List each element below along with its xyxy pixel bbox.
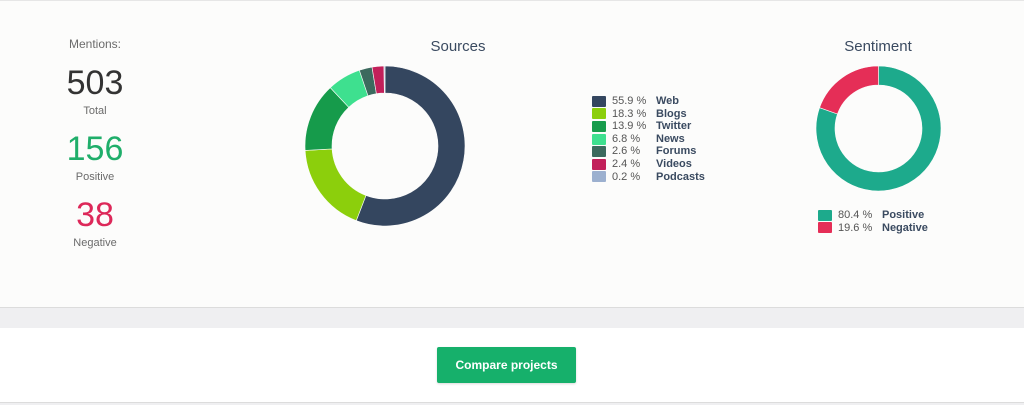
legend-label: Web (656, 95, 680, 107)
legend-percent: 2.6 % (612, 145, 641, 158)
legend-item-negative[interactable]: 19.6 % Negative (818, 222, 928, 235)
legend-item-forums[interactable]: 2.6 % Forums (592, 145, 705, 158)
legend-percent: 80.4 % (838, 209, 873, 221)
sentiment-slice-positive (815, 65, 942, 192)
legend-percent: 18.3 % (612, 107, 647, 120)
legend-percent: 2.4 % (612, 157, 641, 170)
compare-projects-button[interactable]: Compare projects (437, 347, 576, 383)
legend-item-positive[interactable]: 80.4 % Positive (818, 209, 928, 222)
legend-label: Podcasts (656, 170, 705, 183)
legend-percent: 19.6 % (838, 221, 873, 234)
legend-swatch (592, 120, 606, 132)
legend-item-blogs[interactable]: 18.3 % Blogs (592, 108, 705, 121)
legend-percent: 55.9 % (612, 95, 647, 107)
total-stat: 503 Total (40, 65, 150, 117)
total-caption: Total (83, 105, 107, 117)
mentions-panel: Mentions: 503 Total 156 Positive 38 Nega… (40, 37, 150, 249)
legend-item-web[interactable]: 55.9 % Web (592, 95, 705, 108)
sources-legend: 55.9 % Web 18.3 % Blogs 13.9 % Twitter 6.8 % Ne… (592, 95, 705, 183)
legend-swatch (592, 95, 606, 107)
positive-caption: Positive (75, 171, 115, 183)
sources-slice-podcasts (383, 65, 386, 94)
sentiment-title: Sentiment (844, 38, 912, 55)
legend-item-twitter[interactable]: 13.9 % Twitter (592, 120, 705, 133)
sentiment-legend: 80.4 % Positive 19.6 % Negative (818, 209, 928, 234)
legend-label: News (656, 132, 685, 145)
legend-item-podcasts[interactable]: 0.2 % Podcasts (592, 171, 705, 184)
legend-swatch (818, 209, 832, 221)
legend-item-videos[interactable]: 2.4 % Videos (592, 158, 705, 171)
legend-item-news[interactable]: 6.8 % News (592, 133, 705, 146)
legend-label: Videos (656, 157, 692, 170)
legend-swatch (818, 222, 832, 234)
legend-label: Forums (656, 145, 697, 158)
legend-swatch (592, 108, 606, 120)
sources-slice-web (355, 65, 466, 227)
sources-donut-chart (304, 65, 466, 227)
legend-percent: 0.2 % (612, 170, 641, 183)
legend-swatch (592, 158, 606, 170)
actions-bar: Compare projects (0, 328, 1024, 403)
legend-swatch (592, 171, 606, 183)
positive-count: 156 (66, 130, 124, 168)
total-count: 503 (66, 64, 124, 102)
legend-label: Positive (882, 209, 925, 221)
legend-label: Blogs (656, 107, 687, 120)
mentions-label: Mentions: (68, 37, 122, 51)
legend-percent: 6.8 % (612, 132, 641, 145)
sentiment-slice-negative (819, 65, 879, 115)
negative-count: 38 (76, 196, 114, 234)
sources-slice-blogs (304, 148, 367, 222)
legend-label: Negative (882, 221, 928, 234)
sentiment-donut-chart (815, 65, 942, 192)
legend-swatch (592, 146, 606, 158)
negative-stat: 38 Negative (40, 197, 150, 249)
summary-card: Mentions: 503 Total 156 Positive 38 Nega… (0, 0, 1024, 308)
legend-label: Twitter (656, 120, 692, 133)
positive-stat: 156 Positive (40, 131, 150, 183)
sources-title: Sources (430, 38, 486, 55)
negative-caption: Negative (73, 237, 117, 249)
legend-swatch (592, 133, 606, 145)
legend-percent: 13.9 % (612, 120, 647, 133)
